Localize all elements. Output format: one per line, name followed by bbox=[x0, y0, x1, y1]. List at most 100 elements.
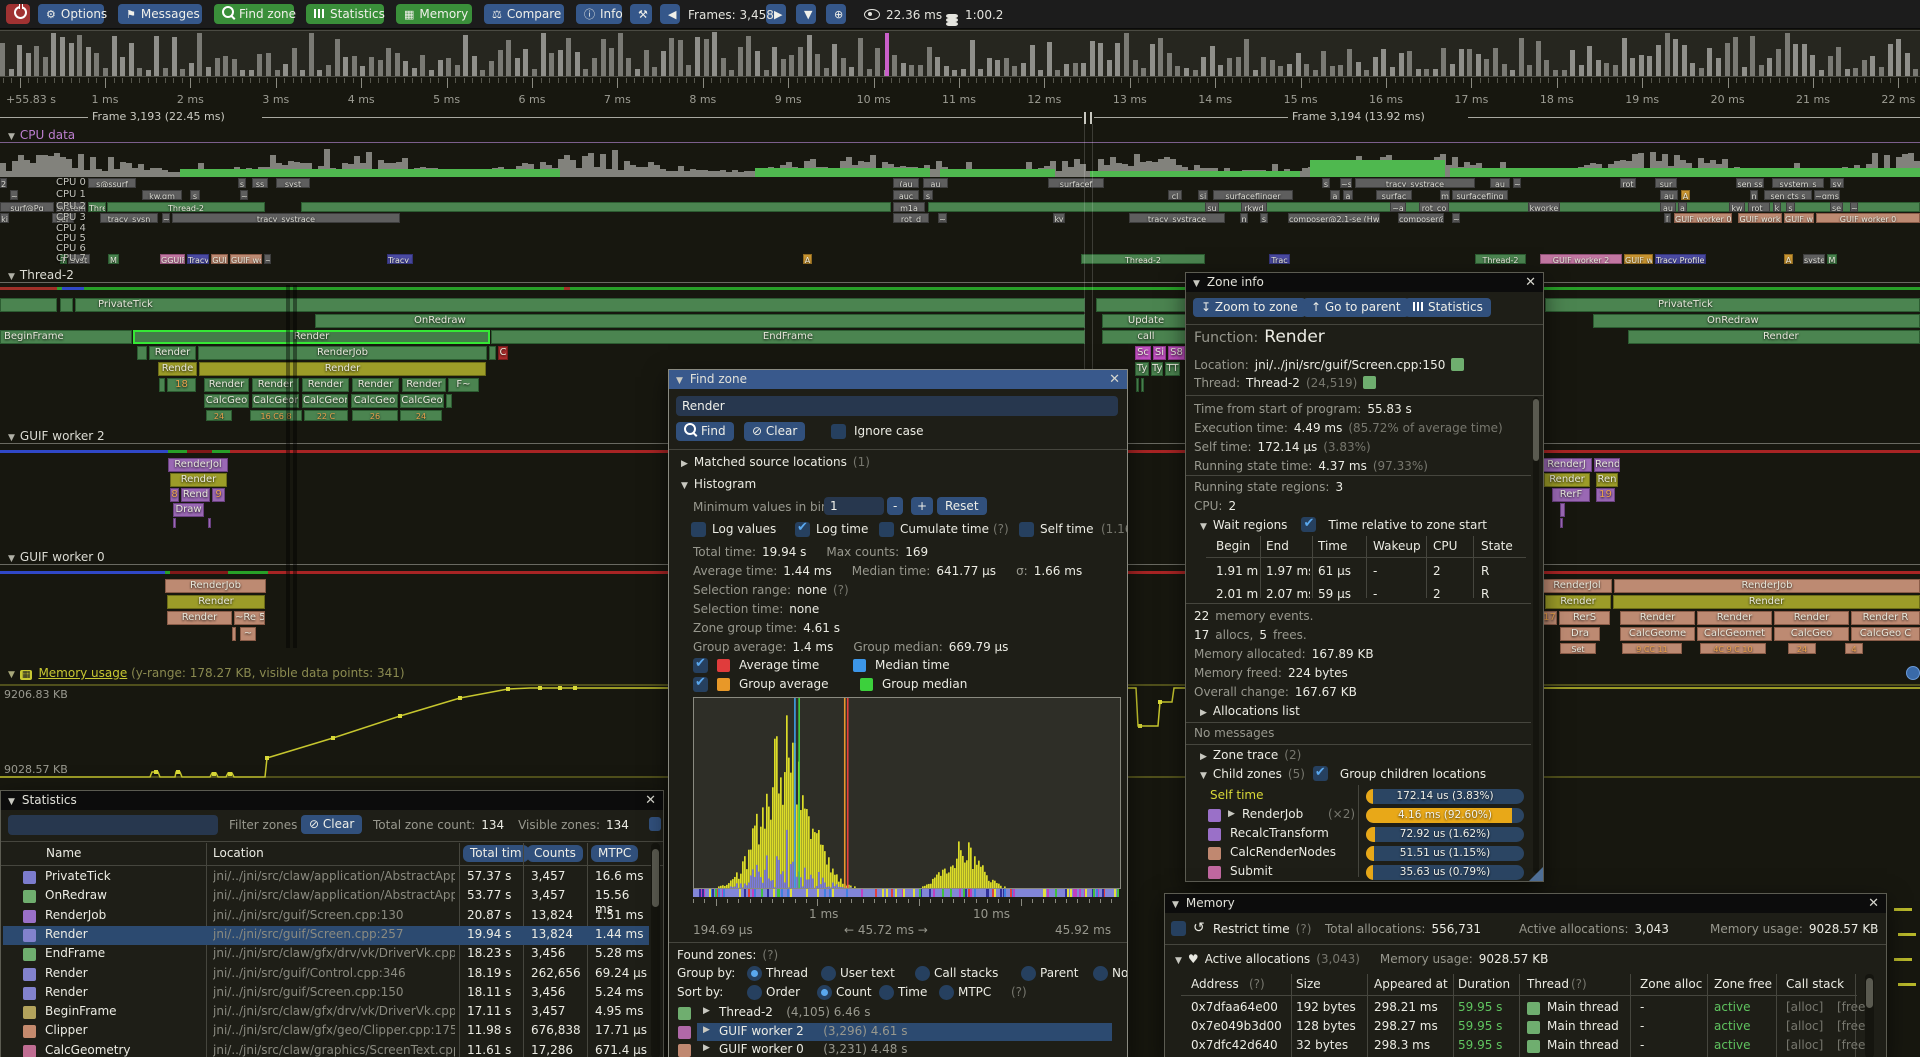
zone-22-c[interactable]: 22 C bbox=[304, 410, 348, 421]
zone--[interactable]: ~ bbox=[240, 190, 248, 200]
zone-render[interactable]: Render bbox=[302, 378, 349, 392]
column-header-total-time[interactable]: Total tim bbox=[463, 845, 529, 862]
zone-m[interactable]: m bbox=[1440, 190, 1450, 200]
zone-rers[interactable]: RerS bbox=[1559, 611, 1610, 625]
zone-a[interactable]: a bbox=[1330, 190, 1340, 200]
close-icon[interactable]: ✕ bbox=[645, 793, 656, 808]
memory-column-header[interactable]: Thread bbox=[1527, 977, 1569, 991]
zone-m[interactable]: M bbox=[1827, 254, 1837, 264]
zone-tracy-profiler[interactable]: Tracy Profiler bbox=[1655, 254, 1706, 264]
zone-beginframe[interactable]: BeginFrame bbox=[0, 330, 132, 344]
child-zone-row[interactable]: RecalcTransform 72.92 us (1.62%) bbox=[1186, 825, 1536, 844]
zone-surfacef[interactable]: surfacef bbox=[1048, 178, 1104, 188]
zone-kw-gm[interactable]: kw.gm bbox=[142, 190, 182, 200]
zone-bar[interactable] bbox=[1560, 518, 1563, 528]
zone-dra[interactable]: Dra bbox=[1560, 627, 1600, 641]
zone-f-[interactable]: F~ bbox=[448, 378, 479, 392]
zone-cl[interactable]: cl bbox=[1168, 190, 1182, 200]
zone-a[interactable]: A bbox=[1784, 254, 1793, 264]
zone-update[interactable]: Update bbox=[1102, 314, 1190, 328]
child-zones-header[interactable]: ▼Child zones(5)Group children locations bbox=[1200, 764, 1492, 785]
zone--[interactable]: ~ bbox=[938, 213, 947, 223]
zone-24[interactable]: 24 bbox=[1788, 643, 1816, 654]
zone-render-r[interactable]: Render R bbox=[1851, 611, 1920, 625]
allocations-list[interactable]: ▶ Allocations list bbox=[1200, 704, 1300, 718]
zone-bar[interactable] bbox=[208, 518, 211, 528]
zone-9-cc-11[interactable]: 9 CC 11 bbox=[1622, 643, 1682, 654]
statistics-button[interactable]: Statistics bbox=[1405, 298, 1491, 317]
filter-zones-input[interactable] bbox=[8, 815, 218, 835]
zone-renderjob[interactable]: RenderJob bbox=[1614, 579, 1920, 593]
zone-se[interactable]: se bbox=[1830, 202, 1843, 212]
thread-header-guif-worker-0[interactable]: ▼ GUIF worker 0 bbox=[8, 550, 105, 564]
child-zone-row[interactable]: Submit 35.63 us (0.79%) bbox=[1186, 863, 1536, 881]
zone-a[interactable]: a bbox=[1343, 190, 1353, 200]
zone-s[interactable]: s bbox=[190, 190, 200, 200]
zone-ty[interactable]: Ty bbox=[1135, 362, 1149, 376]
allocation-row[interactable]: 0x7dfc42d640 32 bytes 298.3 ms 59.95 s Main … bbox=[1191, 1038, 1871, 1053]
memory-usage-header[interactable]: ▼ ▦ Memory usage (y-range: 178.27 KB, visi… bbox=[8, 666, 405, 680]
legend-checkbox[interactable] bbox=[693, 675, 708, 692]
zone-renderjob[interactable]: RenderJob bbox=[198, 346, 487, 360]
zone-syste[interactable]: syste bbox=[1803, 254, 1825, 264]
close-icon[interactable]: ✕ bbox=[1109, 372, 1120, 387]
zone-calcgeome[interactable]: CalcGeome bbox=[252, 394, 299, 408]
memory-column-header[interactable]: Zone free bbox=[1714, 977, 1773, 991]
zone-render[interactable]: Render bbox=[1628, 330, 1920, 344]
zone-bar[interactable] bbox=[137, 346, 147, 360]
zone-render[interactable]: Render bbox=[199, 362, 486, 376]
legend-checkbox[interactable] bbox=[693, 656, 708, 673]
zone-a[interactable]: A bbox=[803, 254, 812, 264]
zone-bar[interactable] bbox=[1560, 503, 1565, 517]
group-children-checkbox[interactable] bbox=[1312, 764, 1328, 781]
zone-sen-ss[interactable]: sen ss bbox=[1736, 178, 1764, 188]
zone-s[interactable]: s bbox=[1786, 202, 1795, 212]
options-button[interactable]: ⚙ Options bbox=[38, 4, 107, 24]
column-header-name[interactable]: Name bbox=[46, 846, 82, 860]
zone-24[interactable]: 24 bbox=[400, 410, 442, 421]
clear-button[interactable]: ⊘ Clear bbox=[744, 422, 806, 441]
zone-render[interactable]: Render bbox=[133, 330, 490, 344]
thread-color-swatch[interactable] bbox=[1363, 376, 1377, 389]
zone-endframe[interactable]: EndFrame bbox=[491, 330, 1085, 344]
zone-guif-worker-2[interactable]: GUIF worker 2 bbox=[1540, 254, 1622, 264]
zone-surf-pg[interactable]: surf@Pg bbox=[0, 202, 54, 212]
zoom-to-zone-button[interactable]: ↧ Zoom to zone bbox=[1193, 298, 1306, 317]
column-header-counts[interactable]: Counts bbox=[527, 845, 583, 862]
zone-calcgeomet[interactable]: CalcGeomet bbox=[1697, 627, 1772, 641]
prev-frame-button[interactable]: ◀ bbox=[660, 4, 680, 24]
statistics-button[interactable]: Statistics bbox=[306, 4, 385, 24]
zone-sur[interactable]: sur bbox=[1655, 178, 1677, 188]
zone-18[interactable]: 18 bbox=[167, 378, 196, 392]
table-row[interactable]: BeginFrame jni/../jni/src/claw/gfx/drv/vk… bbox=[3, 1003, 649, 1022]
zone-system-s[interactable]: system_s bbox=[1772, 178, 1824, 188]
zone-calcgeo[interactable]: CalcGeo bbox=[1774, 627, 1849, 641]
zone-su[interactable]: su bbox=[1205, 202, 1219, 212]
zone-guif-w[interactable]: GUIF w bbox=[1784, 213, 1814, 223]
group-by-option-user-text[interactable] bbox=[821, 966, 836, 981]
zone-m[interactable]: M bbox=[108, 254, 119, 264]
zone--[interactable]: ~ bbox=[10, 190, 18, 200]
zone--[interactable]: ~ bbox=[1850, 202, 1858, 212]
zone--[interactable]: [ bbox=[1664, 213, 1671, 223]
table-row[interactable]: CalcGeometry jni/../jni/src/claw/graphics… bbox=[3, 1042, 649, 1057]
zone-system-se[interactable]: system se bbox=[56, 202, 86, 212]
zone-s[interactable]: s bbox=[238, 178, 246, 188]
zone-surfacefling[interactable]: surfacefling bbox=[1452, 190, 1508, 200]
zone-t[interactable]: T bbox=[60, 254, 67, 264]
column-header-mtpc[interactable]: MTPC bbox=[591, 845, 639, 862]
statistics-scrollbar[interactable] bbox=[651, 843, 660, 1057]
table-row[interactable]: Render jni/../jni/src/guif/Control.cpp:34… bbox=[3, 965, 649, 984]
filter-extra-button[interactable] bbox=[649, 817, 661, 831]
zone-17[interactable]: 17 bbox=[1542, 611, 1557, 625]
sort-by-option-mtpc[interactable] bbox=[939, 985, 954, 1000]
zone-calcgeome[interactable]: CalcGeome bbox=[1620, 627, 1695, 641]
child-zone-row[interactable]: Self time 172.14 us (3.83%) bbox=[1186, 787, 1536, 806]
close-icon[interactable]: ✕ bbox=[1525, 275, 1536, 290]
memory-column-header[interactable]: Duration bbox=[1458, 977, 1511, 991]
frame-overview-strip[interactable] bbox=[0, 30, 1920, 77]
table-row[interactable]: RenderJob jni/../jni/src/guif/Screen.cpp:… bbox=[3, 907, 649, 926]
messages-button[interactable]: ⚑ Messages bbox=[118, 4, 202, 24]
zone-bar[interactable] bbox=[232, 627, 236, 641]
self-time-checkbox[interactable] bbox=[1019, 522, 1034, 537]
